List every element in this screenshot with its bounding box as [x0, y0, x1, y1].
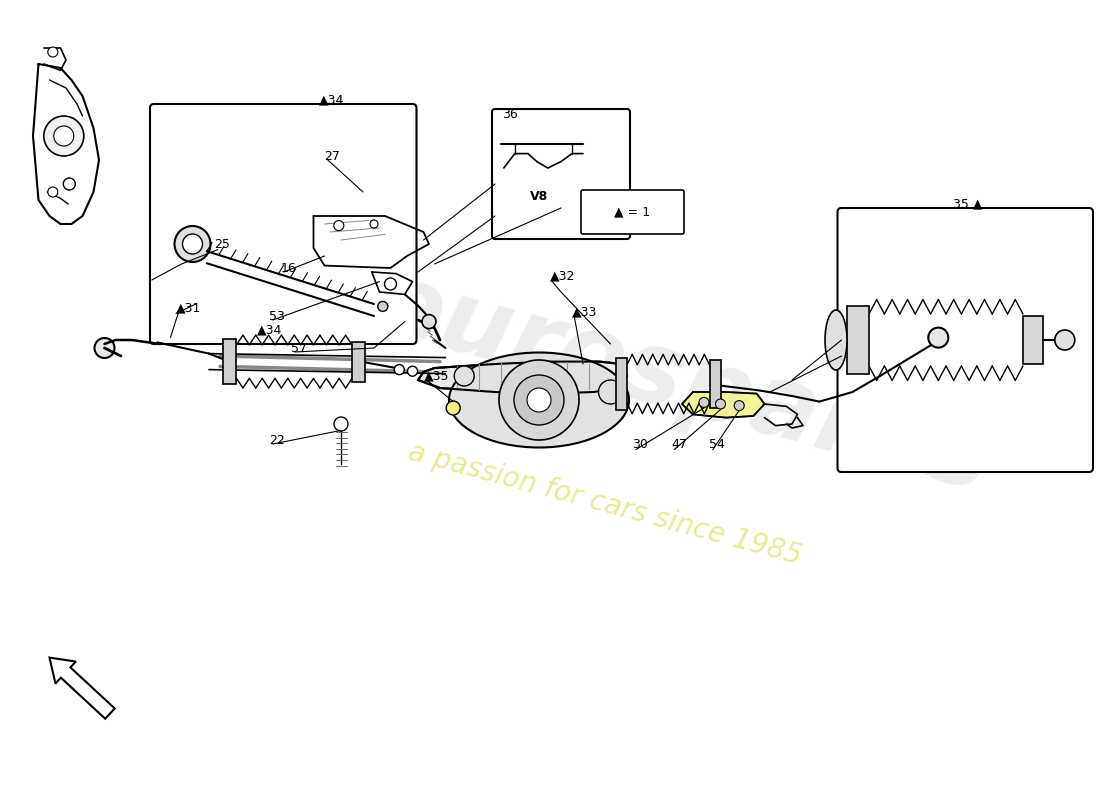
Circle shape: [598, 380, 623, 404]
FancyArrow shape: [50, 658, 114, 718]
Circle shape: [64, 178, 75, 190]
Text: ▲35: ▲35: [424, 370, 449, 382]
FancyBboxPatch shape: [837, 208, 1093, 472]
Circle shape: [447, 401, 460, 415]
Circle shape: [407, 366, 418, 376]
Circle shape: [422, 314, 436, 329]
Circle shape: [333, 221, 344, 230]
Text: ▲31: ▲31: [176, 302, 201, 314]
Text: 57: 57: [292, 342, 308, 354]
Circle shape: [734, 401, 745, 410]
Circle shape: [370, 220, 378, 228]
Circle shape: [514, 375, 564, 425]
Text: V8: V8: [530, 190, 548, 202]
Circle shape: [183, 234, 202, 254]
Text: 25: 25: [214, 238, 230, 250]
Circle shape: [394, 365, 405, 374]
FancyBboxPatch shape: [581, 190, 684, 234]
Circle shape: [47, 47, 58, 57]
Circle shape: [54, 126, 74, 146]
Text: 54: 54: [710, 438, 725, 450]
Text: 36: 36: [502, 108, 517, 121]
Circle shape: [334, 417, 348, 431]
Bar: [223, 339, 236, 384]
Circle shape: [47, 187, 58, 197]
Text: ▲34: ▲34: [319, 94, 344, 106]
Text: 30: 30: [632, 438, 648, 450]
Bar: [847, 306, 869, 374]
Circle shape: [44, 116, 84, 156]
FancyBboxPatch shape: [150, 104, 417, 344]
FancyBboxPatch shape: [492, 109, 630, 239]
Ellipse shape: [825, 310, 847, 370]
Polygon shape: [682, 392, 764, 418]
Circle shape: [454, 366, 474, 386]
Circle shape: [175, 226, 210, 262]
Polygon shape: [418, 362, 627, 394]
Text: 27: 27: [324, 150, 340, 162]
Circle shape: [377, 302, 388, 311]
Circle shape: [928, 328, 948, 347]
Text: ▲ = 1: ▲ = 1: [615, 206, 650, 218]
Bar: [616, 358, 627, 410]
Bar: [710, 360, 720, 408]
Circle shape: [385, 278, 396, 290]
Circle shape: [95, 338, 114, 358]
Bar: [1023, 316, 1043, 364]
Ellipse shape: [449, 353, 629, 447]
Text: ▲32: ▲32: [550, 270, 575, 282]
Circle shape: [527, 388, 551, 412]
Bar: [352, 342, 365, 382]
Circle shape: [698, 398, 710, 407]
Text: 53: 53: [270, 310, 285, 322]
Text: ▲33: ▲33: [572, 306, 597, 318]
Text: 35 ▲: 35 ▲: [954, 198, 982, 210]
Circle shape: [1055, 330, 1075, 350]
Text: a passion for cars since 1985: a passion for cars since 1985: [405, 438, 805, 570]
Text: 22: 22: [270, 434, 285, 446]
Text: ▲34: ▲34: [256, 323, 283, 336]
Circle shape: [499, 360, 579, 440]
Text: 47: 47: [671, 438, 686, 450]
Circle shape: [715, 399, 726, 409]
Text: eurospares: eurospares: [364, 255, 1000, 513]
Text: 16: 16: [280, 262, 296, 274]
